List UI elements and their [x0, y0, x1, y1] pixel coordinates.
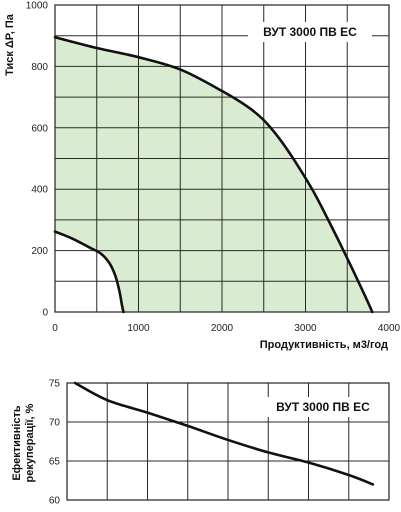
efficiency-plot-frame [66, 382, 390, 501]
y-tick-label: 75 [49, 379, 61, 390]
pressure-chart: 0 200 400 600 800 1000 0 1000 2000 3000 4000 ВУТ … [4, 1, 401, 352]
x-tick-label: 2000 [211, 323, 234, 334]
efficiency-model-label-bg [262, 397, 384, 417]
efficiency-chart: 60 65 70 75 ВУТ 3000 ПВ ЕС Ефективністьреку… [11, 379, 390, 507]
pressure-x-axis-label: Продуктивність, м3/год [260, 339, 388, 351]
y-tick-label: 65 [49, 457, 61, 468]
y-tick-label: 200 [31, 246, 48, 257]
pressure-x-ticks: 0 1000 2000 3000 4000 [52, 323, 400, 334]
pressure-model-label-bg [248, 22, 372, 42]
max-pressure-curve [53, 35, 374, 314]
x-tick-label: 4000 [378, 323, 401, 334]
y-tick-label: 0 [42, 308, 48, 319]
pressure-model-label: ВУТ 3000 ПВ ЕС [263, 25, 357, 39]
efficiency-y-axis-label: Ефективністьрекуперації, % [11, 403, 36, 482]
y-tick-label: 800 [31, 62, 48, 73]
pressure-grid [55, 5, 389, 312]
y-tick-label: 400 [31, 185, 48, 196]
y-tick-label: 1000 [26, 1, 49, 12]
efficiency-y-ticks: 60 65 70 75 [49, 379, 61, 507]
efficiency-curve [73, 381, 375, 486]
pressure-y-ticks: 0 200 400 600 800 1000 [26, 1, 49, 319]
y-tick-label: 70 [49, 418, 61, 429]
efficiency-y-axis-label-text: Ефективністьрекуперації, % [11, 403, 36, 482]
operating-area-fill [55, 37, 373, 313]
x-tick-label: 1000 [127, 323, 150, 334]
y-tick-label: 60 [49, 496, 61, 507]
x-tick-label: 0 [52, 323, 58, 334]
min-pressure-curve [53, 230, 125, 314]
y-tick-label: 600 [31, 123, 48, 134]
pressure-y-axis-label: Тиск ΔP, Па [4, 13, 16, 76]
x-tick-label: 3000 [294, 323, 317, 334]
pressure-plot-frame [54, 4, 390, 313]
efficiency-model-label: ВУТ 3000 ПВ ЕС [276, 400, 370, 414]
